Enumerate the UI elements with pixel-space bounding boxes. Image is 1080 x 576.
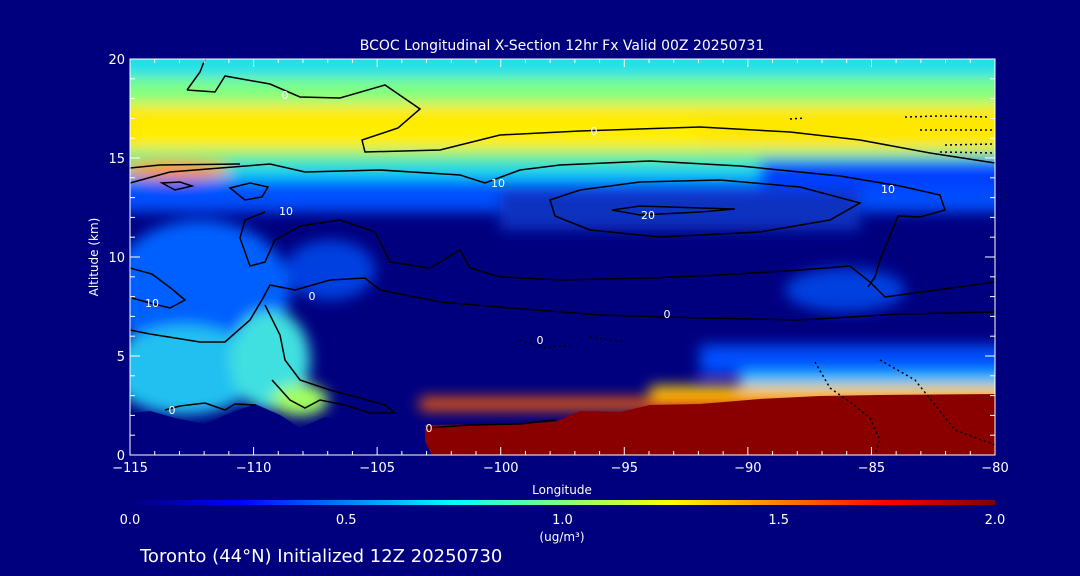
- y-tick-label: 0: [117, 449, 125, 464]
- contour-zero-surface: [424, 419, 556, 429]
- colorbar-tick-label: 1.5: [768, 513, 789, 528]
- x-tick-label: −85: [858, 461, 885, 476]
- chart-title: BCOC Longitudinal X-Section 12hr Fx Vali…: [360, 38, 764, 54]
- colorbar-ticks: 0.0 0.5 1.0 1.5 2.0: [120, 513, 1006, 528]
- y-tick-label: 15: [108, 152, 125, 167]
- colorbar-tick-label: 0.0: [120, 513, 141, 528]
- field-lowlevel-cyan: [740, 372, 995, 390]
- contour-twenty: [611, 205, 736, 216]
- field-lowlevel-blue: [700, 345, 995, 375]
- contour-label: 0: [537, 334, 544, 347]
- contour-label: 10: [145, 297, 159, 310]
- contour-label: 0: [282, 89, 289, 102]
- contour-zero-mid: [129, 277, 996, 343]
- y-tick-label: 5: [117, 350, 125, 365]
- field-left-cyan-plume: [130, 325, 260, 415]
- contour-left-ten: [129, 267, 187, 309]
- contour-ten-mid: [239, 211, 996, 298]
- y-axis: 0 5 10 15 20: [108, 53, 995, 464]
- contour-zero-left-low: [164, 402, 256, 411]
- contour-labels: 0 0 0 0 0 0 0 10 10 10 10 20: [145, 89, 895, 435]
- contour-label: 0: [664, 308, 671, 321]
- contour-label: 0: [591, 125, 598, 138]
- contour-small-left: [159, 181, 195, 191]
- contour-zero-upper: [186, 58, 996, 164]
- field-mid-plume: [230, 310, 310, 410]
- field-red-layer: [425, 394, 995, 455]
- y-axis-label: Altitude (km): [87, 218, 101, 297]
- y-tick-label: 10: [108, 251, 125, 266]
- field-green-spot: [272, 384, 328, 416]
- contour-label: 10: [279, 205, 293, 218]
- x-tick-label: −105: [359, 461, 395, 476]
- x-tick-label: −80: [981, 461, 1008, 476]
- contour-label: 10: [491, 177, 505, 190]
- colorbar-tick-label: 1.0: [552, 513, 573, 528]
- y-tick-label: 20: [108, 53, 125, 68]
- dotted-right-lower: [814, 359, 996, 456]
- dotted-right-upper: [789, 115, 996, 154]
- x-tick-label: −100: [483, 461, 519, 476]
- x-axis: −115 −110 −105 −100 −95 −90 −85 −80: [112, 59, 1009, 476]
- contour-label: 0: [309, 290, 316, 303]
- contour-label: 0: [426, 422, 433, 435]
- field-right-blue: [760, 160, 995, 190]
- x-axis-label: Longitude: [532, 483, 592, 497]
- colorbar-tick-label: 2.0: [985, 513, 1006, 528]
- contour-zero-low: [264, 304, 398, 414]
- colorbar-units: (ug/m³): [539, 530, 584, 544]
- colorbar-tick-label: 0.5: [336, 513, 357, 528]
- colorbar: [130, 500, 995, 505]
- x-tick-label: −110: [236, 461, 272, 476]
- field-blue-patch-right: [785, 268, 905, 312]
- contour-ten-upper: [129, 160, 946, 288]
- field-top-cyan: [130, 59, 995, 80]
- contour-small-left2: [228, 182, 270, 201]
- contour-label: 20: [641, 209, 655, 222]
- dotted-center: [519, 336, 626, 349]
- x-tick-label: −90: [734, 461, 761, 476]
- chart-subtitle: Toronto (44°N) Initialized 12Z 20250730: [139, 546, 502, 567]
- x-tick-label: −115: [112, 461, 148, 476]
- x-tick-label: −95: [611, 461, 638, 476]
- contour-ten-inner: [549, 179, 862, 238]
- terrain: [130, 404, 432, 455]
- contour-label: 0: [169, 404, 176, 417]
- field-upper-green: [130, 78, 995, 108]
- contour-label: 10: [881, 183, 895, 196]
- contour-lines-dotted: [519, 115, 996, 456]
- concentration-field: [130, 59, 995, 455]
- contour-lines: [129, 58, 996, 429]
- field-blue-patch-mid: [285, 240, 375, 300]
